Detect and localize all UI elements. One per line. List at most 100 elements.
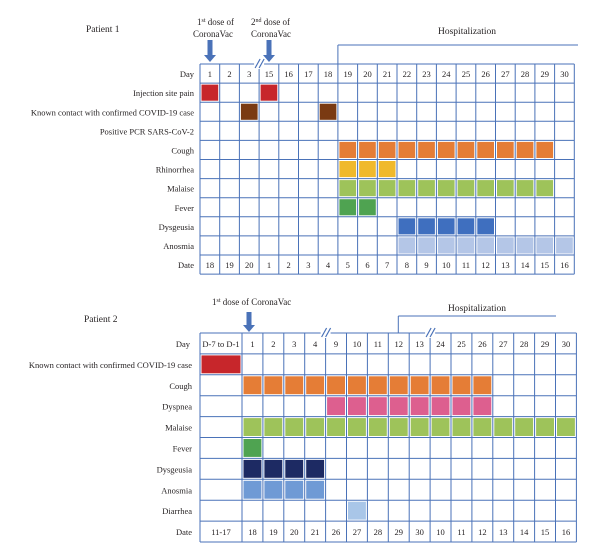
- patient2-cell-dysgeusia_p2: [306, 459, 325, 478]
- patient2-day-label: 11: [374, 339, 382, 349]
- patient1-day-label: 29: [541, 69, 550, 79]
- patient1-cell-dysgeusia_p1: [477, 218, 494, 235]
- patient1-date-label: 6: [365, 260, 369, 270]
- patient1-day-label: 28: [521, 69, 530, 79]
- patient1-row-label: Injection site pain: [133, 88, 195, 98]
- patient1-date-label: 1: [267, 260, 271, 270]
- patient2-row-label: Diarrhea: [162, 506, 192, 516]
- dose2-rest: dose of: [262, 17, 291, 27]
- patient1-dose2-vaccine: CoronaVac: [251, 29, 291, 39]
- patient1-date-label: 5: [346, 260, 350, 270]
- patient2-dose1-arrow-shaft: [246, 312, 252, 326]
- patient1-dose2-label: 2nd dose of: [251, 17, 290, 27]
- patient2-day-label: 24: [436, 339, 445, 349]
- patient1-cell-dysgeusia_p1: [457, 218, 475, 235]
- patient1-day-label: 22: [403, 69, 412, 79]
- patient1-day-label: 17: [304, 69, 313, 79]
- patient2-cell-cough: [327, 376, 345, 395]
- patient2-cell-malaise: [494, 418, 513, 436]
- patient1-day-label: 2: [227, 69, 231, 79]
- patient1-cell-dysgeusia_p1: [418, 218, 435, 235]
- patient2-cell-malaise: [431, 418, 450, 436]
- patient2-date-label: 11: [457, 527, 465, 537]
- patient2-day-label: D-7 to D-1: [202, 339, 239, 349]
- patient2-date-label: 20: [290, 527, 299, 537]
- patient2-cell-diarrhea: [348, 501, 366, 520]
- patient1-day-label: 21: [383, 69, 392, 79]
- patient1-cell-malaise: [418, 180, 435, 197]
- patient1-dose1-label: 1st dose of: [197, 17, 234, 27]
- patient2-break-mark-1-slash2: [325, 327, 332, 338]
- patient2-cell-malaise: [473, 418, 492, 436]
- patient2-day-label: 13: [415, 339, 424, 349]
- patient1-cell-dysgeusia_p1: [398, 218, 416, 235]
- patient2-date-label: 21: [311, 527, 320, 537]
- patient1-date-label: 13: [501, 260, 510, 270]
- patient2-cell-malaise: [348, 418, 366, 436]
- patient1-date-heading: Date: [178, 260, 194, 270]
- patient2-cell-dysgeusia_p2: [264, 459, 283, 478]
- patient2-day-label: 9: [334, 339, 338, 349]
- patient2-row-label: Dyspnea: [162, 402, 192, 412]
- patient2-day-label: 29: [541, 339, 550, 349]
- patient1-cell-anosmia_p1: [398, 237, 416, 254]
- patient2-cell-malaise: [243, 418, 262, 436]
- patient2-day-label: 2: [271, 339, 275, 349]
- patient1-cell-malaise: [339, 180, 357, 197]
- patient1-day-label: 26: [481, 69, 490, 79]
- patient2-day-label: 1: [250, 339, 254, 349]
- patient1-dose1-arrow-shaft: [207, 40, 213, 56]
- patient2-cell-malaise: [515, 418, 534, 436]
- patient2-date-label: 30: [415, 527, 424, 537]
- patient1-cell-fever: [339, 199, 357, 216]
- patient2-panel: D-7 to D-1 1 2 3 4 9 10 11 12 13 24 25 26 27 28 29 3011-…: [29, 297, 577, 543]
- patient1-break-mark: [254, 58, 265, 69]
- patient2-break-mark-2: [425, 327, 436, 338]
- patient2-date-label: 16: [562, 527, 571, 537]
- patient1-cell-rhinorrhea: [378, 161, 396, 178]
- patient1-cell-malaise: [378, 180, 396, 197]
- patient1-cell-injection: [260, 84, 278, 101]
- patient1-day-label: 30: [560, 69, 569, 79]
- patient2-cell-cough: [368, 376, 387, 395]
- patient2-day-label: 12: [395, 339, 404, 349]
- patient1-row-label: Dysgeusia: [159, 222, 195, 232]
- patient2-cell-dyspnea: [389, 397, 408, 416]
- patient1-row-label: Anosmia: [163, 241, 194, 251]
- patient1-row-label: Malaise: [167, 184, 194, 194]
- patient2-cell-cough: [473, 376, 492, 395]
- dose1-suffix: st: [217, 298, 221, 304]
- patient1-cell-malaise: [359, 180, 376, 197]
- patient2-hospitalization-label: Hospitalization: [448, 304, 506, 314]
- patient2-day-heading: Day: [176, 339, 191, 349]
- patient2-cell-anosmia_p2: [264, 480, 283, 499]
- patient2-cell-malaise: [368, 418, 387, 436]
- patient1-day-label: 20: [363, 69, 372, 79]
- patient1-date-label: 14: [521, 260, 530, 270]
- patient1-day-heading: Day: [180, 69, 195, 79]
- patient2-date-label: 26: [332, 527, 341, 537]
- patient2-cell-cough: [264, 376, 283, 395]
- dose2-suffix: nd: [256, 18, 262, 24]
- patient1-date-label: 3: [306, 260, 310, 270]
- patient2-date-label: 12: [478, 527, 487, 537]
- patient1-cell-cough: [457, 141, 475, 158]
- patient1-cell-anosmia_p1: [516, 237, 534, 254]
- patient2-date-label: 27: [353, 527, 362, 537]
- patient2-day-label: 28: [520, 339, 529, 349]
- patient1-cell-dysgeusia_p1: [437, 218, 455, 235]
- patient1-date-label: 19: [225, 260, 234, 270]
- patient1-date-label: 9: [424, 260, 428, 270]
- patient2-cell-cough: [452, 376, 471, 395]
- patient1-hospitalization-label: Hospitalization: [438, 27, 496, 37]
- patient1-cell-malaise: [497, 180, 514, 197]
- patient2-date-heading: Date: [176, 527, 192, 537]
- patient2-cell-anosmia_p2: [243, 480, 262, 499]
- patient1-row-label: Known contact with confirmed COVID-19 ca…: [31, 107, 194, 117]
- patient2-dose1-arrow-head: [243, 325, 255, 332]
- patient1-cell-cough: [418, 141, 435, 158]
- patient2-day-label: 30: [562, 339, 571, 349]
- patient1-cell-anosmia_p1: [418, 237, 435, 254]
- patient2-cell-cough: [431, 376, 450, 395]
